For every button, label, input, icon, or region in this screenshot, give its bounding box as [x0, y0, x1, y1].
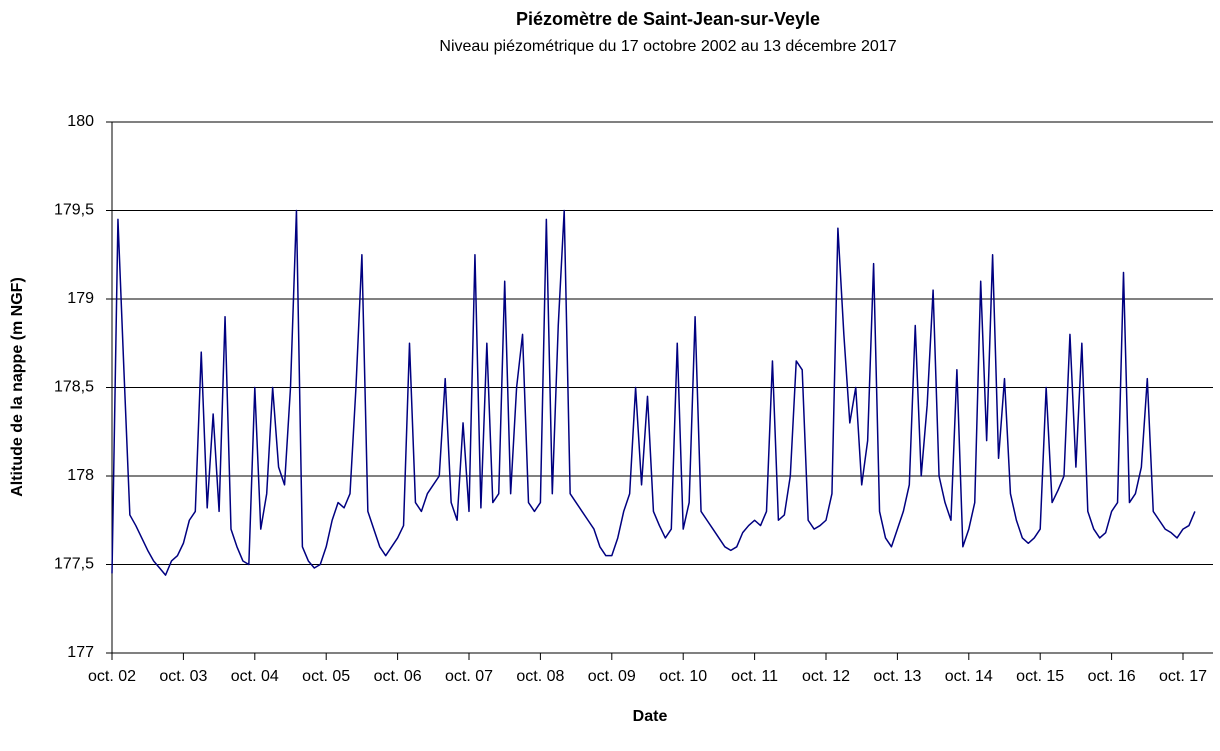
x-tick-label: oct. 03 [159, 668, 207, 685]
x-tick-label: oct. 10 [659, 668, 707, 685]
y-tick-label: 178,5 [54, 379, 94, 396]
x-tick-label: oct. 08 [516, 668, 564, 685]
y-tick-label: 180 [67, 113, 94, 130]
x-tick-label: oct. 11 [731, 668, 778, 685]
x-tick-label: oct. 02 [88, 668, 136, 685]
chart-title: Piézomètre de Saint-Jean-sur-Veyle [516, 9, 820, 29]
y-axis-title: Altitude de la nappe (m NGF) [9, 277, 26, 497]
x-tick-label: oct. 17 [1159, 668, 1207, 685]
data-line [111, 209, 1196, 576]
y-tick-label: 179 [67, 290, 94, 307]
y-tick-label: 179,5 [54, 202, 94, 219]
y-tick-label: 178 [67, 467, 94, 484]
x-tick-label: oct. 13 [873, 668, 921, 685]
x-tick-label: oct. 04 [231, 668, 279, 685]
y-tick-label: 177 [67, 644, 94, 661]
x-axis-title: Date [633, 708, 668, 725]
x-tick-label: oct. 07 [445, 668, 493, 685]
x-tick-label: oct. 14 [945, 668, 993, 685]
x-tick-label: oct. 05 [302, 668, 350, 685]
x-tick-label: oct. 16 [1088, 668, 1136, 685]
x-tick-label: oct. 06 [374, 668, 422, 685]
y-tick-label: 177,5 [54, 556, 94, 573]
x-tick-label: oct. 15 [1016, 668, 1064, 685]
chart-subtitle: Niveau piézométrique du 17 octobre 2002 … [439, 38, 896, 55]
x-tick-label: oct. 09 [588, 668, 636, 685]
x-tick-label: oct. 12 [802, 668, 850, 685]
